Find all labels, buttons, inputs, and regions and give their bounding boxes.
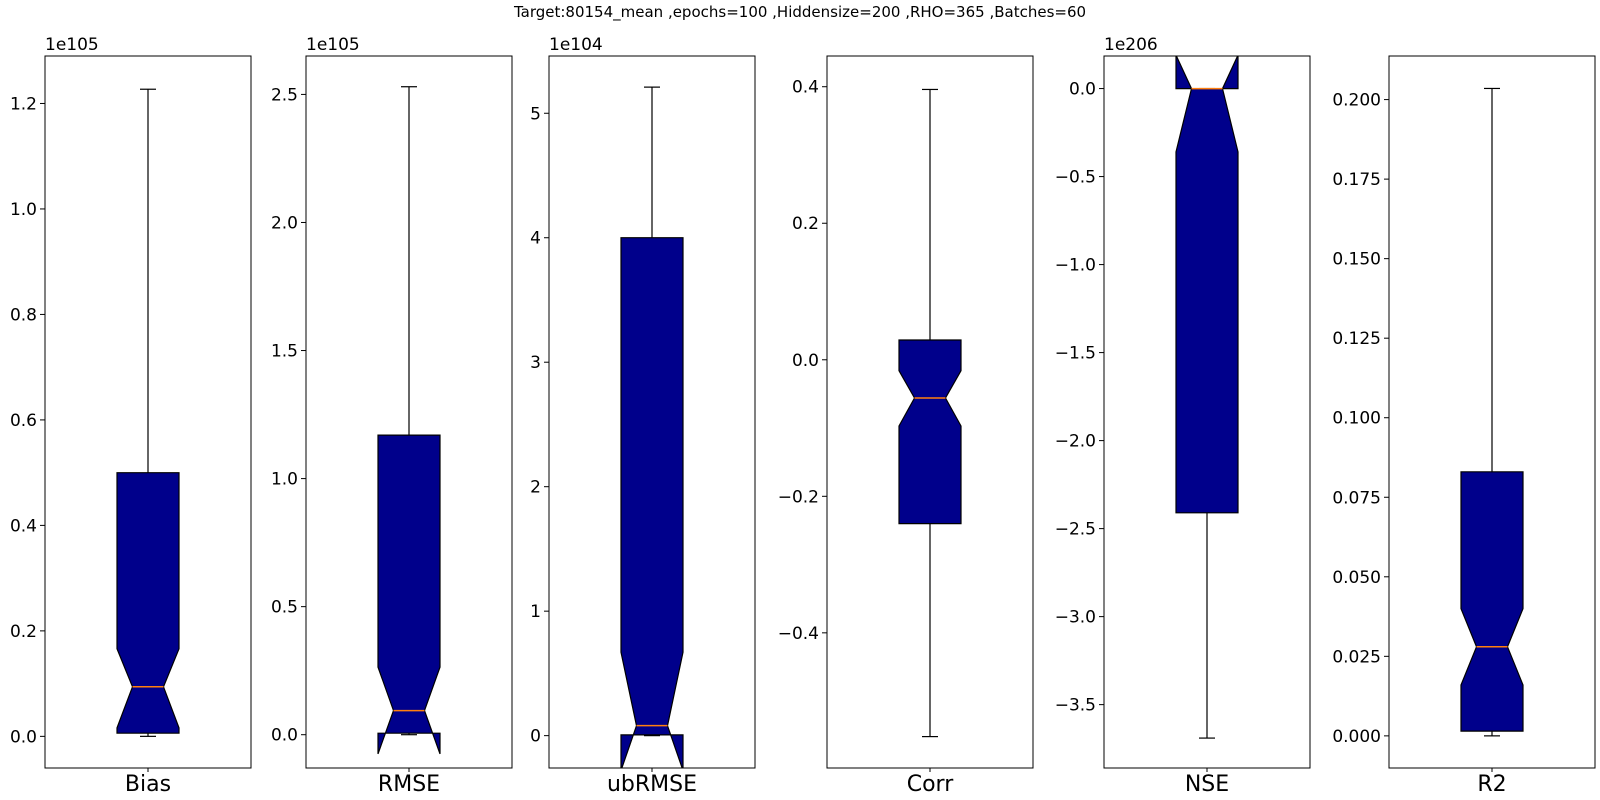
y-tick-label: −3.0 [1055, 608, 1096, 628]
y-tick-label: 0.0 [271, 726, 298, 746]
y-tick-label: 0.6 [10, 411, 37, 431]
panel-ubrmse: 0 1 2 3 4 5 1e104 ubRMSE [530, 35, 756, 797]
y-tick-label: 0.000 [1332, 727, 1381, 747]
y-tick-label: 0.075 [1332, 488, 1381, 508]
y-tick-label: 0.175 [1332, 170, 1381, 190]
y-tick-label: −0.2 [778, 487, 819, 507]
y-tick-label: 0.8 [10, 305, 37, 325]
y-tick-label: 5 [530, 104, 541, 124]
y-tick-label: 0.0 [1069, 80, 1096, 100]
y-tick-label: 1.0 [10, 200, 37, 220]
plot-area [1175, 56, 1239, 739]
y-tick-label: 2.0 [271, 213, 298, 233]
y-tick-label: 1.0 [271, 470, 298, 490]
panel-corr: −0.4 −0.2 0.0 0.2 0.4 Corr [778, 55, 1034, 797]
y-tick-label: 4 [530, 229, 541, 249]
y-tick-label: 0.125 [1332, 329, 1381, 349]
notched-box [620, 237, 684, 768]
axis-multiplier: 1e105 [306, 35, 360, 55]
y-tick-label: 0.050 [1332, 568, 1381, 588]
category-label: Corr [907, 772, 954, 797]
y-tick-label: 0.200 [1332, 91, 1381, 111]
notched-box [898, 339, 962, 525]
plot-area [377, 86, 441, 755]
category-label: Bias [125, 772, 171, 797]
notched-box [1175, 56, 1239, 514]
y-tick-label: 1.5 [271, 342, 298, 362]
category-label: RMSE [378, 772, 440, 797]
y-tick-label: −2.0 [1055, 432, 1096, 452]
y-tick-label: −3.5 [1055, 696, 1096, 716]
plot-area [620, 86, 684, 768]
y-tick-label: 0.2 [10, 622, 37, 642]
panel-rmse: 0.0 0.5 1.0 1.5 2.0 2.5 1e105 RMSE [271, 35, 513, 797]
y-tick-label: 0.5 [271, 598, 298, 618]
category-label: NSE [1185, 772, 1229, 797]
y-tick-label: −1.0 [1055, 256, 1096, 276]
y-tick-label: 0.150 [1332, 250, 1381, 270]
y-tick-label: 2 [530, 478, 541, 498]
notched-box [116, 472, 180, 734]
plot-area [898, 88, 962, 738]
panel-bias: 0.0 0.2 0.4 0.6 0.8 1.0 1.2 1e105 Bias [10, 35, 252, 797]
axis-multiplier: 1e105 [45, 35, 99, 55]
y-tick-label: 1.2 [10, 94, 37, 114]
notched-box [377, 434, 441, 755]
y-tick-label: 0.0 [10, 727, 37, 747]
y-tick-label: 0.0 [792, 351, 819, 371]
y-tick-label: 2.5 [271, 85, 298, 105]
plot-area [1460, 87, 1524, 737]
axis-multiplier: 1e104 [549, 35, 603, 55]
y-tick-label: −0.5 [1055, 168, 1096, 188]
notched-box [1460, 471, 1524, 732]
panel-r2: 0.000 0.025 0.050 0.075 0.100 0.125 0.150 0.175… [1332, 55, 1596, 797]
y-tick-label: −2.5 [1055, 520, 1096, 540]
panels: 0.0 0.2 0.4 0.6 0.8 1.0 1.2 1e105 Bias 0.0 0.5 1.0 1… [10, 35, 1596, 797]
y-tick-label: 0.100 [1332, 409, 1381, 429]
panel-nse: 0.0 −0.5 −1.0 −1.5 −2.0 −2.5 −3.0 −3.5 1e206 NSE [1055, 35, 1311, 797]
y-tick-label: 0.4 [792, 78, 819, 98]
y-tick-label: 3 [530, 353, 541, 373]
plot-area [116, 88, 180, 737]
figure-title: Target:80154_mean ,epochs=100 ,Hiddensiz… [513, 3, 1086, 22]
y-tick-label: −0.4 [778, 624, 819, 644]
y-tick-label: 0.2 [792, 214, 819, 234]
y-tick-label: 0.025 [1332, 647, 1381, 667]
category-label: R2 [1477, 772, 1506, 797]
y-tick-label: −1.5 [1055, 344, 1096, 364]
y-tick-label: 0 [530, 727, 541, 747]
y-tick-label: 0.4 [10, 516, 37, 536]
axis-multiplier: 1e206 [1104, 35, 1158, 55]
y-tick-label: 1 [530, 602, 541, 622]
category-label: ubRMSE [607, 772, 697, 797]
